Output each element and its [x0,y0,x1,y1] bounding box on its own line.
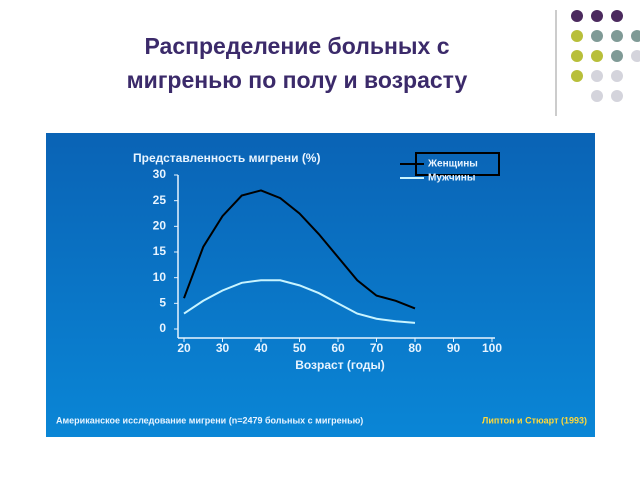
y-tick-label: 30 [153,167,167,181]
x-tick-label: 90 [447,341,461,355]
footnote: Американское исследование мигрени (n=247… [56,415,363,425]
y-tick-label: 15 [153,244,167,258]
chart-title: Представленность мигрени (%) [133,151,320,165]
y-tick-label: 0 [159,321,166,335]
y-tick-label: 25 [153,193,167,207]
source: Липтон и Стюарт (1993) [482,415,587,425]
y-tick-label: 20 [153,219,167,233]
x-tick-label: 50 [293,341,307,355]
decor [555,10,640,116]
x-tick-label: 70 [370,341,384,355]
x-tick-label: 40 [254,341,268,355]
y-tick-label: 10 [153,270,167,284]
series-line [183,279,416,324]
x-tick-label: 20 [177,341,191,355]
chart-background [46,133,595,437]
x-tick-label: 100 [482,341,502,355]
slide-title: Распределение больных с [145,33,450,59]
legend-label: Мужчины [428,173,475,184]
slide-title: мигренью по полу и возрасту [127,67,468,93]
x-tick-label: 60 [331,341,345,355]
y-tick-label: 5 [159,296,166,310]
x-axis-label: Возраст (годы) [295,358,385,372]
legend-label: Женщины [427,159,478,170]
x-tick-label: 30 [216,341,230,355]
x-tick-label: 80 [408,341,422,355]
series-line [183,189,416,310]
